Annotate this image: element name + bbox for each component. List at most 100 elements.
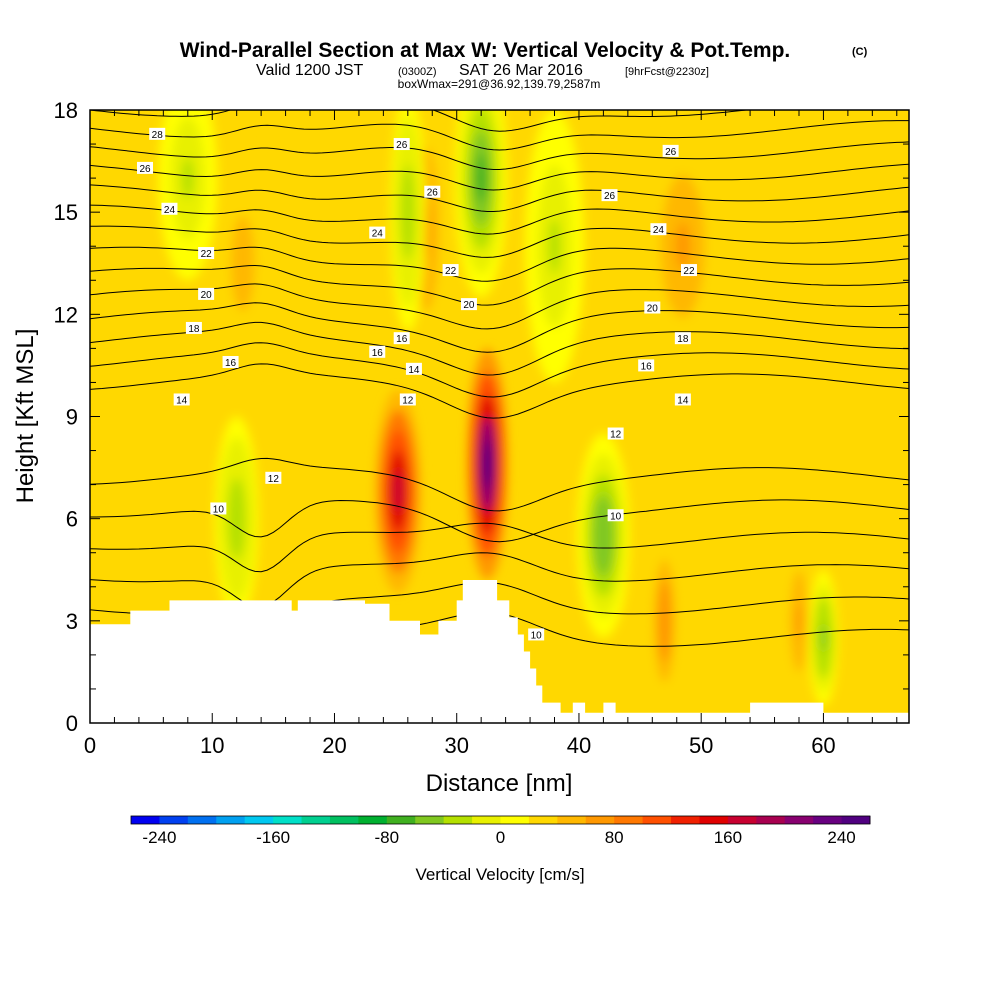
contour-label-26: 14 — [674, 393, 691, 406]
valid-date: SAT 26 Mar 2016 — [459, 62, 583, 79]
contour-label-text: 24 — [164, 205, 176, 216]
x-tick-label: 60 — [811, 733, 835, 758]
x-tick-label: 10 — [200, 733, 224, 758]
colorbar-tick-label: 160 — [714, 828, 742, 847]
valid-utc: (0300Z) — [398, 66, 437, 78]
contour-label-text: 22 — [683, 266, 695, 277]
plot-area: 28 26 24 22 20 18 16 14 12 10 26 26 24 22 20 16 16 14 12 26… — [90, 110, 909, 723]
velocity-feature-0 — [393, 470, 403, 512]
contour-label-text: 24 — [372, 229, 384, 240]
isentrope-26 — [90, 163, 909, 191]
contour-label-text: 16 — [372, 348, 384, 359]
contour-label-3: 22 — [198, 247, 215, 260]
contour-label-text: 12 — [610, 430, 622, 441]
contour-label-text: 10 — [531, 630, 543, 641]
contour-label-2: 24 — [161, 202, 178, 216]
contour-label-text: 14 — [176, 395, 188, 406]
isentrope-21 — [90, 264, 909, 306]
colorbar-swatch — [699, 816, 729, 824]
colorbar-swatch — [443, 816, 473, 824]
contour-label-text: 20 — [647, 304, 659, 315]
contour-label-text: 18 — [677, 334, 689, 345]
contour-label-15: 16 — [393, 332, 410, 345]
contour-label-12: 24 — [369, 226, 386, 240]
contour-label-8: 12 — [265, 471, 282, 485]
y-tick-label: 3 — [66, 609, 78, 634]
contour-label-0: 28 — [149, 127, 166, 141]
contour-label-7: 14 — [173, 393, 190, 406]
isentrope-23 — [90, 225, 909, 258]
colorbar-tick-label: -240 — [142, 828, 176, 847]
velocity-feature-4 — [675, 222, 691, 271]
contour-label-4: 20 — [198, 287, 215, 301]
isentrope-25 — [90, 184, 909, 212]
colorbar-swatch — [642, 816, 672, 824]
isentrope-18 — [90, 321, 909, 376]
x-tick-label: 30 — [444, 733, 468, 758]
colorbar-swatch — [386, 816, 416, 824]
colorbar-swatch — [614, 816, 644, 824]
contour-labels: 28 26 24 22 20 18 16 14 12 10 26 26 24 22 20 16 16 14 12 26… — [137, 127, 697, 641]
contour-label-22: 22 — [680, 264, 697, 277]
contour-label-17: 14 — [405, 362, 422, 376]
y-tick-label: 6 — [66, 507, 78, 532]
colorbar-swatch — [358, 816, 388, 824]
contour-label-text: 12 — [402, 395, 414, 406]
colorbar: -240 -160 -80 0 80 160 240 — [130, 815, 871, 847]
velocity-feature-2 — [236, 239, 249, 288]
contour-label-25: 16 — [638, 359, 655, 372]
isentrope-13 — [90, 522, 909, 573]
contour-label-23: 20 — [644, 301, 661, 315]
colorbar-swatch — [472, 816, 501, 824]
colorbar-swatch — [187, 816, 217, 824]
isentrope-16 — [90, 363, 909, 419]
isentrope-19 — [90, 302, 909, 353]
colorbar-swatch — [528, 816, 558, 824]
contour-label-14: 20 — [460, 298, 477, 311]
contour-label-text: 14 — [408, 365, 420, 376]
contour-label-16: 16 — [369, 345, 386, 359]
contour-label-text: 10 — [213, 504, 225, 515]
chart-title: Wind-Parallel Section at Max W: Vertical… — [180, 39, 791, 62]
velocity-feature-12 — [548, 218, 561, 274]
contour-label-text: 28 — [152, 130, 164, 141]
colorbar-tick-label: -80 — [375, 828, 400, 847]
y-tick-label: 0 — [66, 711, 78, 736]
contour-label-9: 10 — [210, 502, 227, 515]
y-axis-label: Height [Kft MSL] — [12, 329, 39, 504]
x-axis: 0 10 20 30 40 50 60 — [84, 110, 898, 758]
contour-label-text: 16 — [641, 361, 653, 372]
x-tick-label: 50 — [689, 733, 713, 758]
contour-label-28: 10 — [607, 509, 624, 522]
colorbar-tick-label: 240 — [827, 828, 855, 847]
contour-label-text: 18 — [188, 324, 200, 335]
contour-label-6: 16 — [222, 356, 239, 369]
isentrope-20 — [90, 283, 909, 330]
velocity-feature-11 — [820, 624, 827, 652]
colorbar-tick-label: -160 — [256, 828, 290, 847]
contour-label-13: 22 — [442, 264, 459, 277]
contour-label-text: 20 — [201, 290, 213, 301]
isentrope-29 — [90, 110, 751, 132]
colorbar-swatch — [813, 816, 843, 824]
colorbar-swatch — [244, 816, 274, 824]
contour-label-1: 26 — [137, 161, 154, 175]
isentrope-12 — [90, 552, 909, 608]
contour-label-text: 24 — [653, 225, 665, 236]
contour-label-text: 16 — [225, 358, 237, 369]
isentrope-27 — [90, 141, 909, 170]
contour-label-19: 26 — [662, 144, 679, 158]
contour-label-text: 26 — [427, 188, 439, 199]
contour-label-29: 10 — [528, 628, 545, 641]
colorbar-tick-label: 80 — [605, 828, 624, 847]
contour-label-24: 18 — [674, 332, 691, 345]
contour-label-text: 16 — [396, 334, 408, 345]
colorbar-swatch — [500, 816, 530, 824]
isentrope-24 — [90, 204, 909, 235]
x-tick-label: 0 — [84, 733, 96, 758]
colorbar-tick-label: 0 — [496, 828, 505, 847]
y-tick-label: 18 — [54, 98, 78, 123]
colorbar-swatch — [131, 816, 160, 824]
colorbar-swatch — [273, 816, 303, 824]
